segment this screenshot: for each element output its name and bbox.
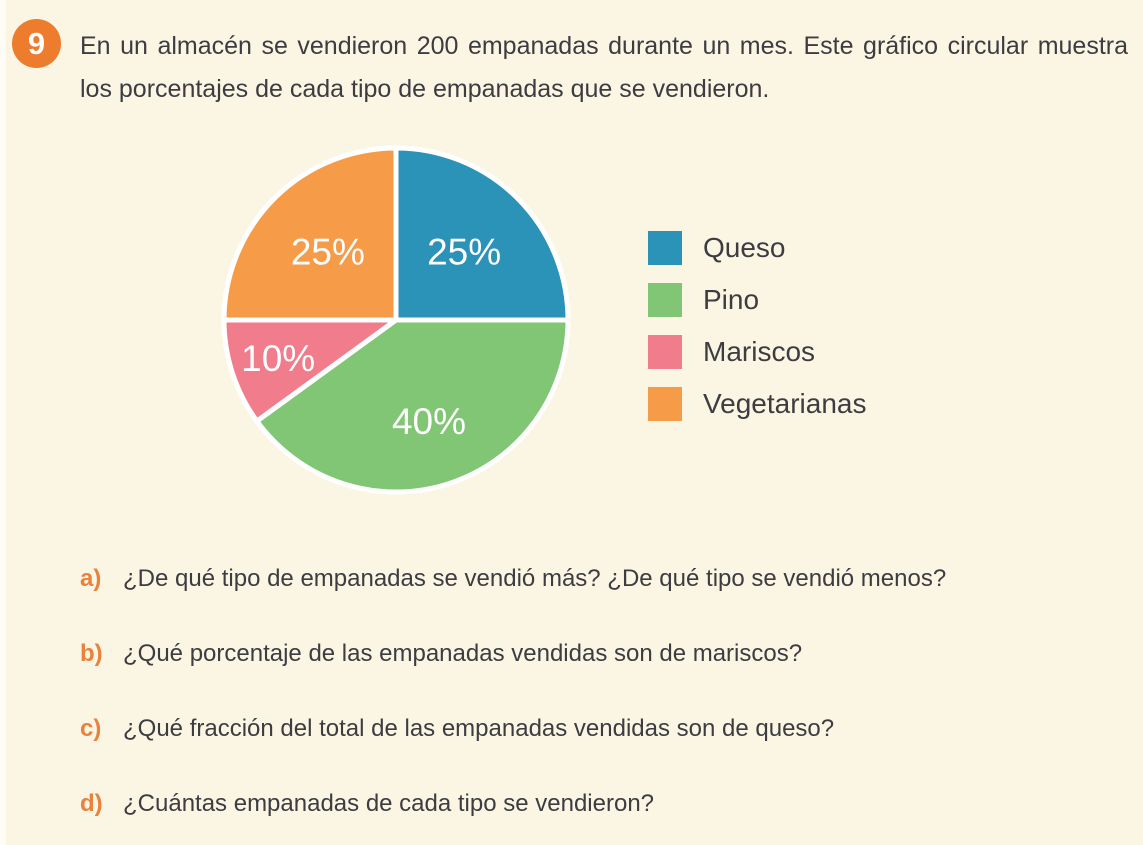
question-text: ¿Qué fracción del total de las empanadas…	[123, 715, 835, 742]
question-item-c: c) ¿Qué fracción del total de las empanad…	[80, 712, 1120, 745]
legend-item-mariscos: Mariscos	[648, 335, 866, 369]
pie-slice-value-label: 25%	[427, 231, 501, 272]
question-letter: c)	[80, 715, 102, 742]
question-text: ¿Qué porcentaje de las empanadas vendida…	[123, 640, 803, 667]
question-item-b: b) ¿Qué porcentaje de las empanadas vendi…	[80, 637, 1120, 670]
legend-swatch-vegetarianas	[648, 387, 682, 421]
pie-chart: 25% 40% 10% 25%	[208, 132, 584, 508]
question-text: ¿De qué tipo de empanadas se vendió más?…	[123, 565, 947, 592]
question-item-d: d) ¿Cuántas empanadas de cada tipo se ven…	[80, 787, 1120, 820]
question-letter: a)	[80, 565, 102, 592]
pie-chart-svg: 25% 40% 10% 25%	[221, 145, 571, 495]
pie-slice-pino	[254, 317, 571, 495]
legend-swatch-mariscos	[648, 335, 682, 369]
legend-label: Mariscos	[703, 336, 816, 367]
legend-swatch-queso	[648, 231, 682, 265]
question-item-a: a) ¿De qué tipo de empanadas se vendió má…	[80, 562, 1120, 595]
exercise-number: 9	[27, 25, 46, 61]
pie-slice-mariscos	[221, 317, 399, 424]
question-letter: b)	[80, 640, 103, 667]
legend-label: Queso	[703, 232, 786, 263]
legend-item-vegetarianas: Vegetarianas	[648, 387, 866, 421]
pie-slice-value-label: 10%	[241, 338, 315, 379]
pie-slice-value-label: 25%	[291, 231, 365, 272]
legend-swatch-pino	[648, 283, 682, 317]
questions-list: a) ¿De qué tipo de empanadas se vendió má…	[80, 562, 1120, 845]
exercise-statement: En un almacén se vendieron 200 empanadas…	[80, 32, 1128, 103]
pie-slice-vegetarianas	[221, 145, 399, 323]
chart-legend: Queso Pino Mariscos Vegetarianas	[648, 231, 866, 439]
legend-item-queso: Queso	[648, 231, 866, 265]
question-letter: d)	[80, 790, 103, 817]
pie-slice-queso	[393, 145, 571, 323]
question-text: ¿Cuántas empanadas de cada tipo se vendi…	[123, 790, 655, 817]
pie-slice-value-label: 40%	[392, 401, 466, 442]
exercise-number-badge: 9	[12, 19, 61, 68]
legend-item-pino: Pino	[648, 283, 866, 317]
legend-label: Pino	[703, 284, 760, 315]
legend-label: Vegetarianas	[703, 388, 867, 419]
page-edge-strip	[0, 0, 6, 845]
